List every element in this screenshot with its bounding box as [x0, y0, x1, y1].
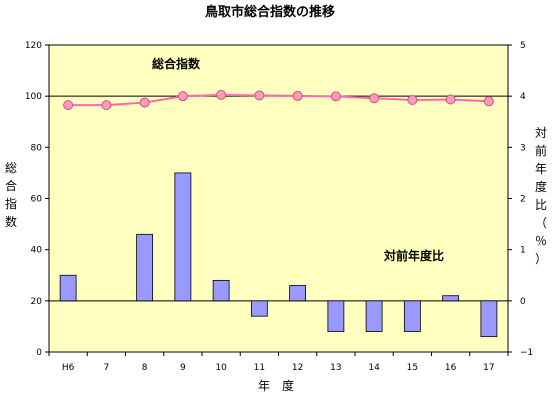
bar [289, 285, 307, 302]
line-series [63, 89, 494, 111]
series-line [68, 93, 489, 107]
axis-title-char: 前 [535, 143, 547, 158]
line-point [254, 90, 265, 101]
axis-title-char: ） [535, 252, 547, 266]
left-axis: 0 20 40 60 80 100 120 [25, 41, 49, 358]
x-tick-label: 14 [368, 363, 380, 373]
x-axis-title: 年 度 [258, 378, 294, 393]
x-tick-label: 11 [254, 363, 265, 373]
line-point [292, 90, 303, 101]
line-point [139, 97, 150, 108]
bar-series [59, 172, 498, 338]
axis-title-char: 度 [535, 179, 547, 194]
axis-title-char: 比 [535, 198, 547, 212]
bar [442, 295, 460, 302]
right-tick-label: 1 [520, 246, 526, 256]
bar [403, 300, 421, 332]
line-point [63, 100, 74, 111]
bar [365, 300, 383, 332]
x-tick-label: 16 [445, 363, 457, 373]
axis-title-char: 対 [535, 126, 547, 140]
axis-title-char: 合 [5, 178, 17, 193]
bar [212, 279, 230, 302]
bar [480, 300, 498, 338]
x-tick-label: 13 [330, 363, 341, 373]
x-tick-label: 15 [407, 363, 418, 373]
bar [327, 300, 345, 332]
line-point [177, 91, 188, 102]
right-tick-label: 4 [520, 92, 526, 102]
left-tick-label: 40 [31, 246, 43, 256]
left-tick-label: 0 [36, 348, 42, 358]
left-axis-title: 総合指数 [5, 161, 17, 229]
left-tick-label: 120 [25, 41, 42, 51]
x-axis: H6 7 8 9 10 11 12 13 14 15 16 17 [48, 352, 509, 373]
axis-title-char: 総 [5, 161, 17, 175]
x-tick-label: 17 [483, 363, 494, 373]
bar-series-label: 対前年度比 [383, 248, 444, 263]
left-tick-label: 20 [31, 297, 43, 307]
x-tick-label: H6 [62, 363, 75, 373]
axis-title-char: 指 [5, 196, 17, 211]
right-axis-title: 対前年度比 （ ％ ） [535, 126, 547, 266]
line-point [369, 93, 380, 104]
right-tick-label: −1 [520, 348, 533, 358]
line-point [407, 95, 418, 106]
x-tick-label: 7 [104, 363, 110, 373]
left-tick-label: 80 [31, 143, 43, 153]
right-tick-label: 2 [520, 195, 526, 205]
plot-area [48, 44, 509, 353]
line-point [101, 100, 112, 111]
x-tick-label: 9 [180, 363, 186, 373]
bar [250, 300, 268, 317]
right-tick-label: 3 [520, 143, 526, 153]
axis-title-char: （ [535, 216, 547, 230]
bar [59, 274, 77, 302]
right-axis: −1 0 1 2 3 4 5 [508, 41, 533, 358]
axis-title-char: 数 [5, 214, 17, 229]
x-tick-label: 12 [292, 363, 303, 373]
left-tick-label: 60 [31, 195, 43, 205]
line-point [445, 94, 456, 105]
line-point [483, 96, 494, 107]
bar [174, 172, 192, 302]
right-tick-label: 5 [520, 41, 526, 51]
line-point [330, 91, 341, 102]
axis-title-char: ％ [535, 234, 547, 248]
chart-title: 鳥取市総合指数の推移 [205, 4, 335, 20]
line-series-label: 総合指数 [152, 56, 201, 71]
line-point [216, 89, 227, 100]
x-tick-label: 8 [142, 363, 148, 373]
left-tick-label: 100 [25, 92, 42, 102]
axis-title-char: 年 [535, 162, 547, 176]
bar [136, 233, 154, 302]
x-tick-label: 10 [215, 363, 227, 373]
right-tick-label: 0 [520, 297, 526, 307]
